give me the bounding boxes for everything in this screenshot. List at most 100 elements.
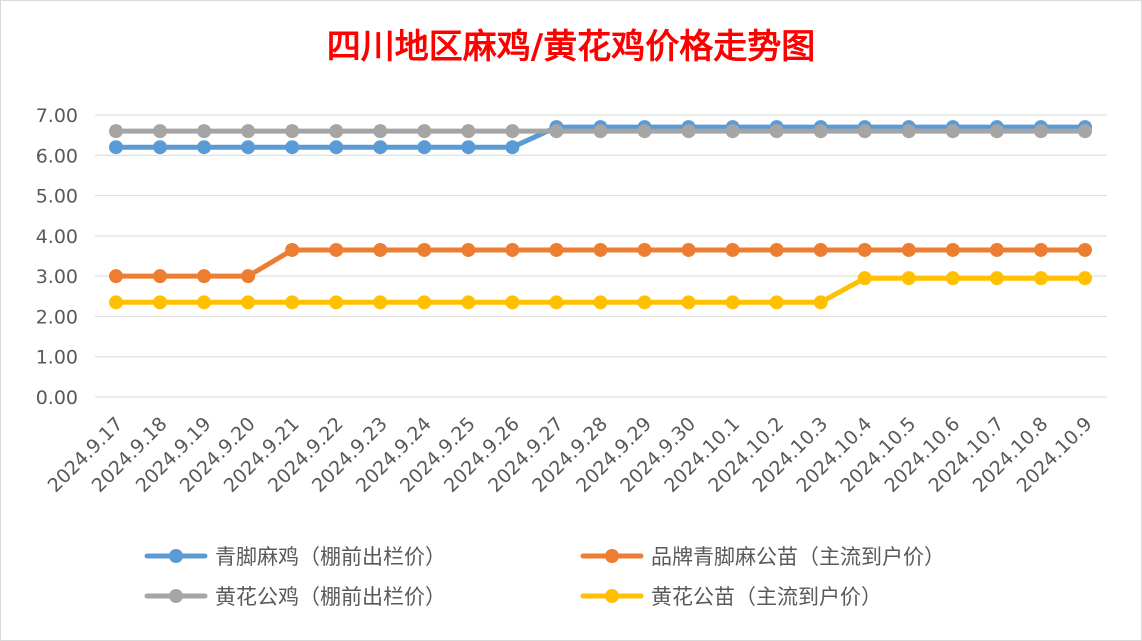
data-point — [285, 242, 300, 257]
data-point — [329, 295, 344, 310]
chart-title: 四川地区麻鸡/黄花鸡价格走势图 — [326, 27, 816, 67]
data-point — [109, 269, 123, 284]
series-4 — [109, 271, 1092, 310]
data-point — [461, 140, 476, 155]
legend: 青脚麻鸡（棚前出栏价） 品牌青脚麻公苗（主流到户价） 黄花公鸡（棚前出栏价） 黄花公苗… — [144, 545, 945, 609]
legend-item-3: 黄花公鸡（棚前出栏价） — [144, 585, 446, 609]
data-point — [417, 140, 432, 155]
data-point — [109, 124, 123, 139]
data-point — [989, 271, 1004, 286]
data-point — [373, 242, 388, 257]
legend-swatch-marker — [169, 549, 183, 563]
data-point — [329, 124, 344, 139]
data-point — [989, 124, 1004, 139]
data-point — [901, 124, 916, 139]
data-point — [549, 295, 564, 310]
data-point — [373, 124, 388, 139]
data-point — [417, 124, 432, 139]
y-tick-label: 1.00 — [36, 347, 78, 369]
data-point — [681, 242, 696, 257]
legend-item-2: 品牌青脚麻公苗（主流到户价） — [580, 545, 945, 569]
data-point — [945, 242, 960, 257]
data-point — [725, 124, 740, 139]
y-tick-label: 0.00 — [36, 387, 78, 409]
data-point — [725, 242, 740, 257]
data-point — [197, 295, 212, 310]
data-point — [109, 295, 123, 310]
data-point — [1078, 271, 1092, 286]
data-point — [813, 124, 828, 139]
y-tick-label: 7.00 — [36, 105, 78, 127]
data-point — [681, 124, 696, 139]
legend-label: 青脚麻鸡（棚前出栏价） — [215, 545, 446, 569]
data-point — [197, 269, 212, 284]
data-point — [769, 295, 784, 310]
data-point — [681, 295, 696, 310]
data-point — [1033, 271, 1048, 286]
data-point — [505, 295, 520, 310]
data-point — [241, 140, 256, 155]
legend-swatch-marker — [169, 589, 183, 603]
data-point — [945, 124, 960, 139]
data-point — [197, 124, 212, 139]
data-point — [901, 271, 916, 286]
data-point — [153, 140, 168, 155]
legend-swatch-marker — [605, 549, 619, 563]
data-point — [901, 242, 916, 257]
data-point — [769, 242, 784, 257]
data-point — [329, 242, 344, 257]
data-point — [945, 271, 960, 286]
data-point — [1078, 124, 1092, 139]
data-point — [285, 295, 300, 310]
legend-item-4: 黄花公苗（主流到户价） — [580, 585, 882, 609]
data-point — [725, 295, 740, 310]
data-point — [1033, 124, 1048, 139]
data-point — [813, 295, 828, 310]
y-tick-label: 5.00 — [36, 186, 78, 208]
legend-label: 黄花公鸡（棚前出栏价） — [215, 585, 446, 609]
data-point — [549, 242, 564, 257]
legend-swatch-marker — [605, 589, 619, 603]
gridlines — [95, 114, 1107, 398]
data-point — [197, 140, 212, 155]
data-point — [1033, 242, 1048, 257]
series-2 — [109, 242, 1092, 284]
data-point — [241, 124, 256, 139]
x-axis-ticks: 2024.9.172024.9.182024.9.192024.9.202024… — [44, 413, 1097, 497]
data-point — [461, 124, 476, 139]
data-point — [285, 140, 300, 155]
data-point — [813, 242, 828, 257]
data-point — [505, 124, 520, 139]
data-point — [857, 271, 872, 286]
data-point — [637, 295, 652, 310]
data-point — [1078, 242, 1092, 257]
legend-label: 品牌青脚麻公苗（主流到户价） — [651, 545, 945, 569]
series-lines — [109, 120, 1092, 310]
y-tick-label: 6.00 — [36, 145, 78, 167]
data-point — [373, 295, 388, 310]
data-point — [329, 140, 344, 155]
data-point — [417, 295, 432, 310]
data-point — [417, 242, 432, 257]
legend-label: 黄花公苗（主流到户价） — [651, 585, 882, 609]
data-point — [461, 242, 476, 257]
data-point — [637, 242, 652, 257]
data-point — [637, 124, 652, 139]
data-point — [241, 269, 256, 284]
data-point — [989, 242, 1004, 257]
data-point — [593, 242, 608, 257]
data-point — [857, 242, 872, 257]
data-point — [857, 124, 872, 139]
y-tick-label: 3.00 — [36, 266, 78, 288]
data-point — [461, 295, 476, 310]
data-point — [593, 295, 608, 310]
y-tick-label: 4.00 — [36, 226, 78, 248]
data-point — [593, 124, 608, 139]
y-tick-label: 2.00 — [36, 306, 78, 328]
data-point — [109, 140, 123, 155]
data-point — [549, 124, 564, 139]
data-point — [505, 242, 520, 257]
data-point — [285, 124, 300, 139]
